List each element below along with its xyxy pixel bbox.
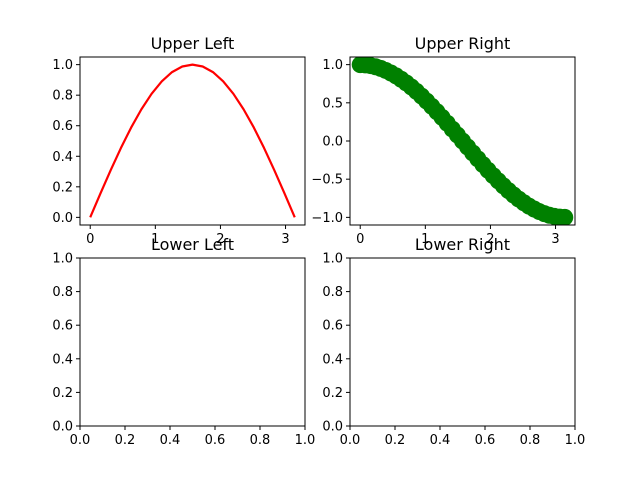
x-tick-label: 0 <box>86 232 94 247</box>
x-tick-label: 3 <box>551 232 559 247</box>
y-tick-label: 0.4 <box>52 352 73 367</box>
y-tick-label: 1.0 <box>322 58 343 73</box>
subplot-title: Upper Right <box>415 34 511 53</box>
x-tick-label: 1 <box>151 232 159 247</box>
y-tick-label: 0.8 <box>52 285 73 300</box>
y-tick-label: 0.4 <box>322 352 343 367</box>
y-tick-label: 0.0 <box>322 420 343 435</box>
axes-frame <box>349 257 576 427</box>
y-tick-label: 1.0 <box>52 58 73 73</box>
y-tick-label: −1.0 <box>311 211 343 226</box>
y-tick-label: 0.2 <box>322 386 343 401</box>
subplot-lower-right: 0.0 0.2 0.4 0.6 0.8 1.0 0.0 0.2 0.4 0.6 0.8 1.0 Lowe… <box>322 235 585 448</box>
subplot-upper-right: 0 1 2 3 −1.0 −0.5 0.0 0.5 1.0 Upper Right <box>311 34 576 247</box>
x-tick-label: 1 <box>421 232 429 247</box>
subplot-title: Upper Left <box>151 34 235 53</box>
subplot-title: Lower Right <box>415 235 510 254</box>
x-tick-label: 0.4 <box>430 433 451 448</box>
y-tick-label: 1.0 <box>322 252 343 267</box>
y-tick-label: 0.0 <box>52 420 73 435</box>
y-tick-label: 0.4 <box>52 150 73 165</box>
axes-background <box>80 258 305 426</box>
y-tick-label: 0.0 <box>322 135 343 150</box>
subplot-upper-left: 0 1 2 3 0.0 0.2 0.4 0.6 0.8 1.0 Upper Left <box>52 34 306 247</box>
y-tick-label: 0.6 <box>52 119 73 134</box>
axes-frame <box>79 56 306 226</box>
data-marks <box>89 63 296 218</box>
y-tick-label: 1.0 <box>52 252 73 267</box>
x-tick-label: 1.0 <box>295 433 316 448</box>
x-tick-label: 0.4 <box>160 433 181 448</box>
x-tick-label: 0.6 <box>475 433 496 448</box>
y-tick-label: 0.8 <box>52 89 73 104</box>
scatter-point <box>556 208 574 225</box>
x-tick-label: 2 <box>216 232 224 247</box>
axes-background <box>80 57 305 225</box>
x-tick-label: 0.0 <box>340 433 361 448</box>
data-marks <box>351 57 574 225</box>
x-tick-label: 1.0 <box>565 433 586 448</box>
y-tick-label: 0.6 <box>52 319 73 334</box>
series-line <box>89 63 296 218</box>
x-tick-label: 0.0 <box>70 433 91 448</box>
y-tick-label: 0.2 <box>52 180 73 195</box>
x-tick-label: 0 <box>356 232 364 247</box>
y-tick-label: 0.8 <box>322 285 343 300</box>
axes-background <box>350 258 575 426</box>
y-tick-label: 0.0 <box>52 211 73 226</box>
x-tick-label: 2 <box>486 232 494 247</box>
subplot-title: Lower Left <box>151 235 234 254</box>
x-tick-label: 3 <box>281 232 289 247</box>
x-tick-label: 0.8 <box>250 433 271 448</box>
x-tick-label: 0.2 <box>385 433 406 448</box>
x-tick-label: 0.6 <box>205 433 226 448</box>
subplot-lower-left: 0.0 0.2 0.4 0.6 0.8 1.0 0.0 0.2 0.4 0.6 0.8 1.0 Lowe… <box>52 235 315 448</box>
x-tick-label: 0.2 <box>115 433 136 448</box>
axes-frame <box>79 257 306 427</box>
x-tick-label: 0.8 <box>520 433 541 448</box>
y-tick-label: 0.6 <box>322 319 343 334</box>
y-tick-label: 0.2 <box>52 386 73 401</box>
y-tick-label: −0.5 <box>311 173 343 188</box>
y-tick-label: 0.5 <box>322 96 343 111</box>
